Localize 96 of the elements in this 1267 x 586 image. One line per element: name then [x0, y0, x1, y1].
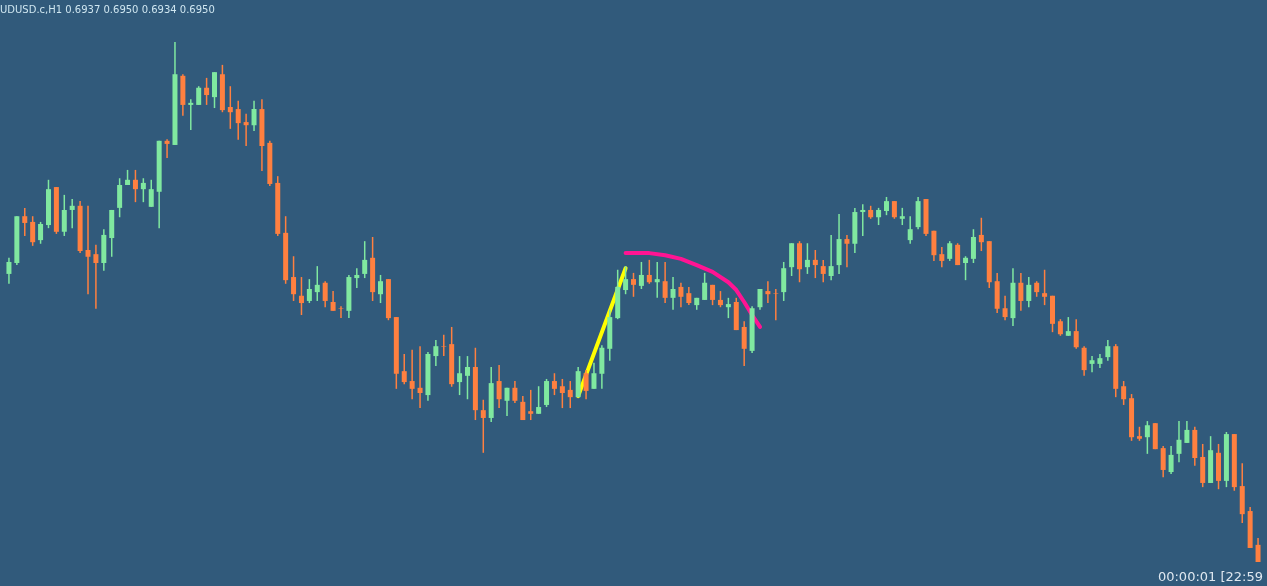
candlestick [378, 274, 384, 304]
candlestick [844, 234, 850, 268]
candlestick [227, 85, 233, 130]
candlestick [773, 288, 779, 321]
candlestick [338, 305, 344, 319]
candlestick [243, 113, 249, 147]
candlestick [464, 355, 470, 400]
candlestick [1144, 420, 1150, 455]
candlestick [401, 353, 407, 385]
candlestick [298, 276, 304, 316]
candlestick [907, 215, 913, 245]
candlestick [781, 261, 787, 302]
candlestick [204, 77, 210, 106]
candlestick [1042, 269, 1048, 306]
candlestick [1018, 272, 1024, 312]
candlestick [686, 286, 692, 306]
candlestick [654, 261, 660, 299]
candlestick [646, 259, 652, 285]
candlestick [1002, 295, 1008, 321]
candlestick [757, 288, 763, 311]
candlestick [6, 257, 12, 285]
candlestick [1176, 420, 1182, 463]
candlestick [22, 207, 28, 237]
candlestick [117, 177, 123, 218]
candlestick [1105, 339, 1111, 362]
candlestick [551, 372, 557, 396]
candlestick [30, 215, 36, 247]
candlestick [132, 169, 138, 203]
candlestick [457, 355, 463, 396]
candlestick [583, 369, 589, 400]
candlestick [670, 276, 676, 311]
candlestick [409, 349, 415, 400]
candlestick [38, 221, 44, 245]
candlestick [1121, 380, 1127, 406]
candlestick [512, 380, 518, 404]
candlestick [480, 399, 486, 454]
candlestick [828, 234, 834, 281]
candlestick [963, 255, 969, 281]
candlestick [164, 138, 170, 159]
candlestick [860, 203, 866, 237]
candlestick [1160, 445, 1166, 478]
candlestick [1026, 276, 1032, 308]
candlestick [1073, 318, 1079, 350]
candlestick [85, 205, 91, 295]
candlestick [417, 345, 423, 409]
candlestick [235, 100, 241, 141]
candlestick [804, 242, 810, 275]
candlestick [678, 282, 684, 308]
candlestick [441, 334, 447, 357]
chart-title: UDUSD.c,H1 0.6937 0.6950 0.6934 0.6950 [0, 4, 215, 16]
candlestick [322, 280, 328, 308]
candlestick [947, 240, 953, 262]
candlestick [362, 240, 368, 279]
candlestick [812, 249, 818, 279]
candlestick [196, 85, 202, 106]
candlestick [978, 217, 984, 252]
candlestick [638, 261, 644, 290]
candlestick [591, 362, 597, 390]
candlestick [1065, 316, 1071, 337]
candlestick [330, 290, 336, 312]
candlestick [1184, 420, 1190, 444]
candlestick [662, 261, 668, 304]
candlestick [939, 246, 945, 268]
candlestick [702, 272, 708, 301]
candlestick [567, 380, 573, 409]
candlestick [970, 228, 976, 264]
candlestick [544, 378, 550, 408]
candlestick [1081, 345, 1087, 377]
candlestick [1089, 355, 1095, 373]
candlestick [148, 179, 154, 208]
candlestick [725, 297, 731, 319]
candlestick [306, 278, 312, 304]
candlestick [93, 244, 99, 310]
candlestick [354, 267, 360, 289]
candlestick [188, 98, 194, 131]
candlestick [61, 194, 67, 237]
candlestick [291, 255, 297, 302]
candlestick [314, 265, 320, 302]
candlestick [741, 320, 747, 367]
candlestick [69, 198, 75, 229]
candlestick [631, 272, 636, 298]
candlestick [820, 259, 826, 283]
candlestick [496, 364, 502, 409]
candlestick [883, 196, 889, 216]
candlestick [251, 100, 257, 132]
candlestick [504, 387, 510, 417]
candlestick [140, 177, 146, 203]
text: 00:00:01 [22:59 [1157, 569, 1263, 584]
candlestick [1168, 445, 1174, 475]
candlestick [765, 280, 771, 304]
candlestick [536, 385, 542, 415]
candlestick [789, 242, 795, 277]
candlestick [559, 378, 565, 409]
candlestick [623, 265, 629, 295]
candlestick [528, 389, 534, 421]
candlestick [433, 339, 439, 367]
